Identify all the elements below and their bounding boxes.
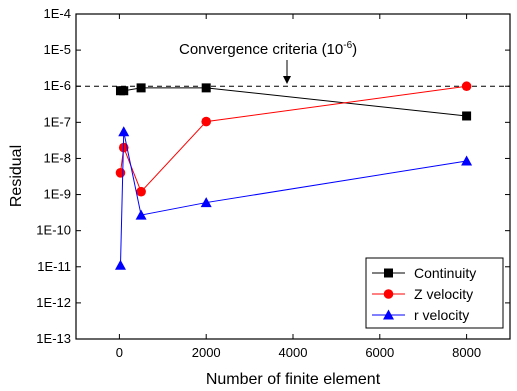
y-tick-label: 1E-5: [44, 42, 71, 57]
legend-items: Continuity Z velocity r velocity: [372, 265, 476, 323]
r-velocity-data-point: [461, 155, 473, 166]
legend-z-velocity-marker: [383, 289, 394, 299]
continuity-data-point: [136, 83, 146, 93]
r-velocity-data-point: [200, 197, 212, 208]
z-velocity-series-line: [119, 85, 467, 193]
y-tick-label: 1E-4: [44, 6, 71, 21]
criteria-arrow: [283, 60, 291, 84]
y-tick-label: 1E-11: [37, 259, 71, 274]
criteria-close: ): [352, 41, 357, 58]
convergence-criteria-label: Convergence criteria (10-6): [179, 40, 357, 58]
x-tick-label: 6000: [365, 345, 394, 360]
continuity-series-line: [120, 87, 467, 117]
continuity-data-point: [462, 111, 472, 121]
r-velocity-data-point: [118, 126, 130, 137]
legend-z-velocity-label: Z velocity: [414, 286, 473, 302]
x-tick-label: 2000: [192, 345, 221, 360]
z-velocity-data-point: [136, 186, 146, 197]
y-tick-label: 1E-6: [44, 78, 71, 93]
y-tick-label: 1E-9: [44, 187, 71, 202]
criteria-text: Convergence criteria (10: [179, 41, 343, 58]
legend-r-velocity-label: r velocity: [414, 307, 469, 323]
z-velocity-data-point: [115, 168, 126, 178]
x-axis-title: Number of finite element: [206, 371, 381, 388]
legend-continuity-label: Continuity: [414, 265, 476, 281]
y-axis-title: Residual: [8, 145, 25, 207]
y-tick-label: 1E-10: [36, 223, 71, 238]
legend-r-velocity-marker: [383, 309, 394, 320]
criteria-exponent: -6: [343, 40, 352, 51]
series-layer: [114, 81, 473, 270]
x-tick-label: 4000: [279, 345, 308, 360]
legend-continuity-marker: [384, 268, 393, 278]
x-axis: 0 2000 4000 6000 8000: [116, 14, 481, 360]
y-tick-label: 1E-8: [44, 150, 71, 165]
z-velocity-data-point: [201, 116, 211, 127]
x-tick-label: 0: [116, 345, 123, 360]
continuity-data-point: [119, 86, 129, 96]
y-tick-label: 1E-13: [36, 331, 71, 346]
r-velocity-series-line: [119, 131, 467, 266]
y-tick-label: 1E-12: [36, 295, 71, 310]
y-tick-label: 1E-7: [44, 114, 71, 129]
x-tick-label: 8000: [452, 345, 481, 360]
r-velocity-data-point: [135, 209, 147, 220]
continuity-data-point: [201, 83, 211, 93]
z-velocity-data-point: [461, 81, 472, 92]
legend: Continuity Z velocity r velocity: [365, 257, 504, 329]
r-velocity-data-point: [114, 259, 126, 270]
y-axis: 1E-13 1E-12 1E-11 1E-10 1E-9 1E-8 1E-7 1E-6 1E-5…: [36, 6, 510, 346]
